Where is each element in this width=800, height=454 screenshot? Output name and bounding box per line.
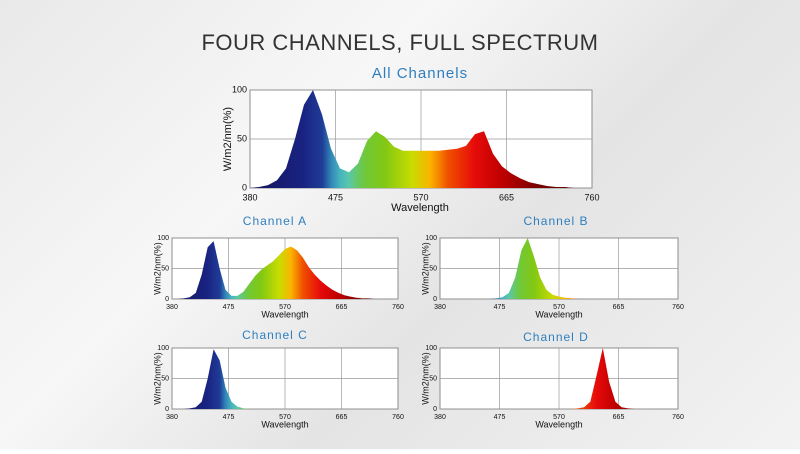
- page-title: FOUR CHANNELS, FULL SPECTRUM: [201, 30, 598, 55]
- y-axis-label: W/m2/nm(%): [152, 242, 162, 295]
- chart-title: Channel A: [243, 214, 307, 228]
- x-tick-label: 380: [166, 414, 178, 421]
- spectrum-area: [172, 349, 398, 409]
- x-tick-label: 475: [494, 414, 506, 421]
- x-tick-label: 665: [336, 304, 348, 311]
- spectrum-area: [172, 241, 398, 299]
- chart-title: Channel B: [523, 214, 588, 228]
- y-tick-label: 50: [429, 265, 437, 272]
- y-tick-label: 50: [237, 133, 247, 143]
- x-tick-label: 760: [672, 304, 684, 311]
- x-tick-label: 665: [499, 192, 514, 202]
- x-tick-label: 760: [392, 414, 404, 421]
- x-tick-label: 475: [223, 414, 235, 421]
- x-axis-label: Wavelength: [261, 419, 308, 429]
- x-tick-label: 665: [613, 304, 625, 311]
- y-tick-label: 0: [242, 182, 247, 192]
- x-tick-label: 475: [223, 304, 235, 311]
- chart-title: All Channels: [372, 65, 468, 82]
- x-axis-label: Wavelength: [391, 202, 449, 214]
- y-tick-label: 100: [425, 345, 437, 352]
- y-tick-label: 100: [157, 345, 169, 352]
- chart-title: Channel D: [523, 330, 589, 344]
- x-tick-label: 475: [328, 192, 343, 202]
- x-tick-label: 760: [392, 304, 404, 311]
- x-tick-label: 380: [242, 192, 257, 202]
- x-tick-label: 380: [434, 304, 446, 311]
- y-tick-label: 50: [161, 265, 169, 272]
- x-tick-label: 475: [494, 304, 506, 311]
- x-tick-label: 570: [413, 192, 428, 202]
- x-axis-label: Wavelength: [535, 419, 582, 429]
- x-axis-label: Wavelength: [261, 309, 308, 319]
- y-tick-label: 100: [157, 235, 169, 242]
- spectrum-area: [250, 90, 592, 188]
- x-tick-label: 760: [672, 414, 684, 421]
- y-axis-label: W/m2/nm(%): [152, 352, 162, 405]
- chart-title: Channel C: [242, 328, 308, 342]
- x-tick-label: 570: [279, 304, 291, 311]
- x-tick-label: 665: [336, 414, 348, 421]
- y-tick-label: 50: [161, 375, 169, 382]
- x-tick-label: 760: [584, 192, 599, 202]
- x-tick-label: 570: [553, 414, 565, 421]
- y-tick-label: 100: [232, 84, 247, 94]
- y-tick-label: 0: [165, 296, 169, 303]
- x-tick-label: 570: [279, 414, 291, 421]
- x-tick-label: 380: [166, 304, 178, 311]
- y-axis-label: W/m2/nm(%): [222, 107, 234, 171]
- y-tick-label: 0: [433, 406, 437, 413]
- x-tick-label: 570: [553, 304, 565, 311]
- x-tick-label: 380: [434, 414, 446, 421]
- y-tick-label: 0: [433, 296, 437, 303]
- y-tick-label: 50: [429, 375, 437, 382]
- x-tick-label: 665: [613, 414, 625, 421]
- y-tick-label: 0: [165, 406, 169, 413]
- x-axis-label: Wavelength: [535, 309, 582, 319]
- y-tick-label: 100: [425, 235, 437, 242]
- y-axis-label: W/m2/nm(%): [420, 352, 430, 405]
- y-axis-label: W/m2/nm(%): [420, 242, 430, 295]
